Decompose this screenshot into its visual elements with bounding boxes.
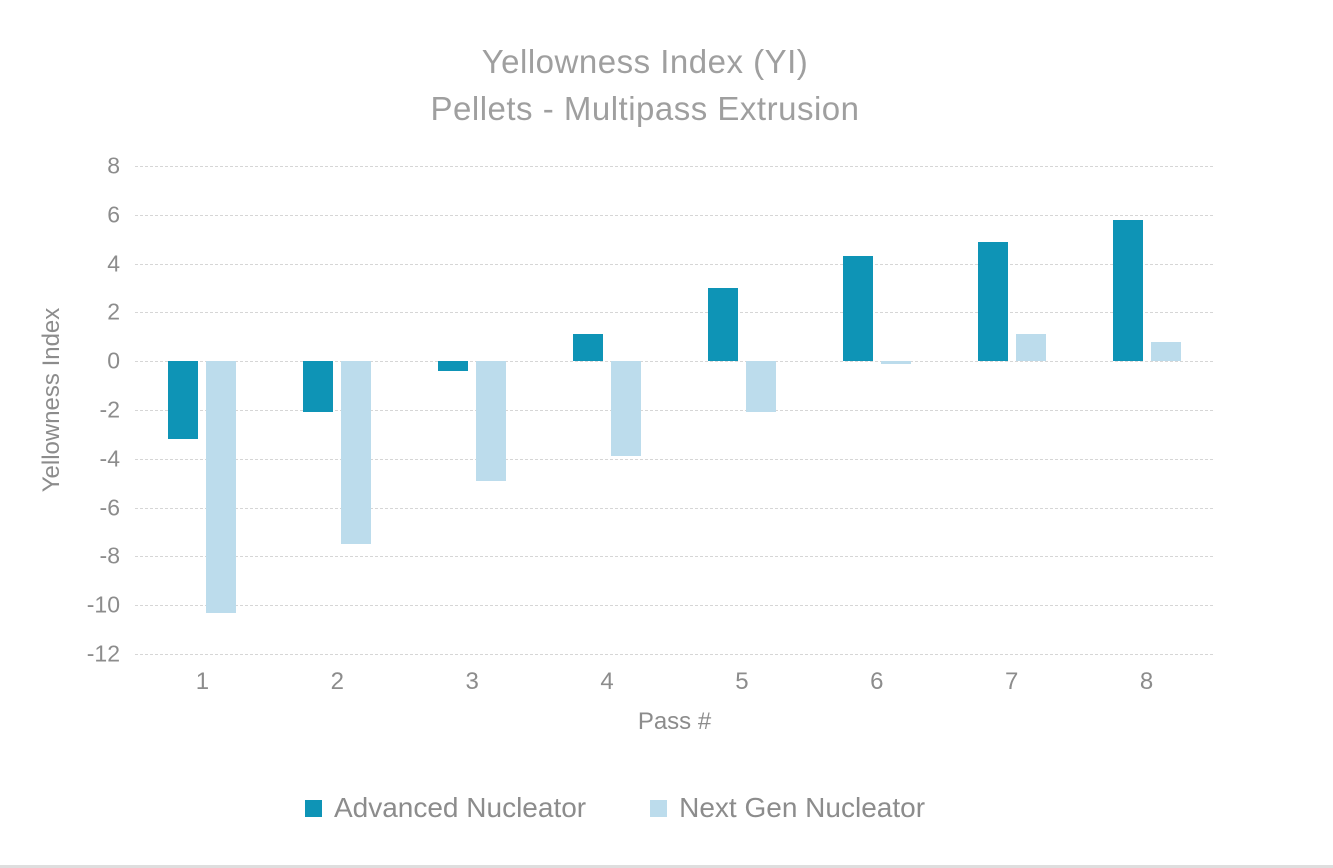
x-axis-title: Pass #	[637, 708, 712, 735]
legend: Advanced Nucleator Next Gen Nucleator	[0, 792, 1230, 824]
y-tick-label: 0	[107, 347, 120, 374]
bar-next-gen-nucleator-pass-8	[1150, 341, 1181, 362]
y-tick-label: 4	[107, 250, 120, 277]
bar-next-gen-nucleator-pass-5	[745, 361, 776, 413]
bar-advanced-nucleator-pass-1	[168, 361, 199, 440]
bar-advanced-nucleator-pass-6	[842, 256, 873, 362]
y-tick-label: -10	[86, 591, 120, 618]
bar-advanced-nucleator-pass-8	[1112, 219, 1143, 362]
x-tick-label: 4	[600, 668, 614, 695]
gridline	[135, 166, 1214, 167]
bar-next-gen-nucleator-pass-3	[476, 361, 507, 481]
chart-title-line1: Yellowness Index (YI)	[481, 43, 809, 80]
x-tick-label: 2	[330, 668, 344, 695]
y-tick-label: -2	[99, 396, 120, 423]
gridline	[135, 654, 1214, 655]
y-axis-ticks: 8 6 4 2 0 -2 -4 -6 -8 -10 -12	[0, 153, 120, 667]
x-tick-label: 7	[1005, 668, 1019, 695]
gridline	[135, 556, 1214, 558]
y-tick-label: -12	[86, 640, 120, 667]
bar-next-gen-nucleator-pass-7	[1015, 334, 1046, 362]
gridline	[135, 263, 1214, 265]
legend-item-advanced-nucleator: Advanced Nucleator	[304, 792, 587, 824]
zero-gridline	[135, 361, 1214, 363]
gridline	[135, 214, 1214, 216]
bar-advanced-nucleator-pass-7	[977, 241, 1008, 362]
y-tick-label: 2	[107, 298, 120, 325]
legend-label-next-gen-nucleator: Next Gen Nucleator	[679, 792, 926, 823]
y-tick-label: 6	[107, 201, 120, 228]
bar-next-gen-nucleator-pass-1	[206, 361, 237, 613]
bar-next-gen-nucleator-pass-2	[341, 361, 372, 545]
y-tick-label: -4	[99, 445, 120, 472]
legend-label-advanced-nucleator: Advanced Nucleator	[333, 792, 587, 823]
bar-advanced-nucleator-pass-2	[303, 361, 334, 413]
bar-advanced-nucleator-pass-3	[438, 361, 469, 371]
x-axis-ticks: 1 2 3 4 5 6 7 8	[135, 668, 1214, 702]
x-tick-label: 1	[195, 668, 210, 695]
bottom-divider	[0, 865, 1333, 868]
plot-area	[135, 166, 1214, 655]
chart-title-line2: Pellets - Multipass Extrusion	[430, 90, 860, 127]
gridline	[135, 507, 1214, 509]
legend-item-next-gen-nucleator: Next Gen Nucleator	[650, 792, 925, 824]
x-tick-label: 8	[1139, 668, 1154, 695]
x-tick-label: 6	[870, 668, 884, 695]
y-tick-label: -6	[99, 494, 120, 521]
bar-next-gen-nucleator-pass-4	[611, 361, 642, 457]
gridline	[135, 410, 1214, 411]
x-tick-label: 5	[735, 668, 749, 695]
x-tick-label: 3	[465, 668, 479, 695]
gridline	[135, 605, 1214, 607]
gridline	[135, 458, 1214, 460]
bar-next-gen-nucleator-pass-6	[880, 361, 911, 364]
legend-swatch-next-gen-nucleator	[650, 799, 668, 817]
bar-advanced-nucleator-pass-4	[573, 334, 604, 362]
legend-swatch-advanced-nucleator	[304, 799, 322, 817]
chart-title: Yellowness Index (YI) Pellets - Multipas…	[0, 38, 1290, 132]
y-tick-label: -8	[99, 542, 120, 569]
y-tick-label: 8	[107, 152, 120, 179]
gridline	[135, 312, 1214, 314]
bar-advanced-nucleator-pass-5	[707, 288, 738, 362]
